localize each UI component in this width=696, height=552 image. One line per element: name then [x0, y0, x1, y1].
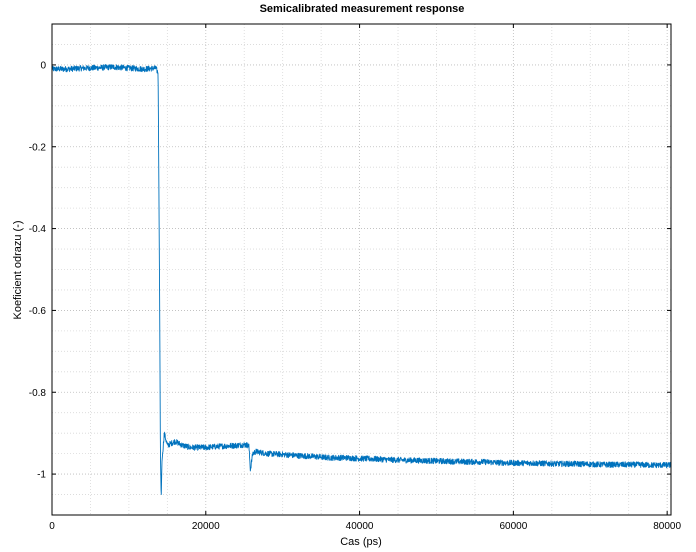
chart-title: Semicalibrated measurement response [260, 3, 465, 15]
ticks [51, 24, 671, 515]
x-tick-label: 80000 [653, 521, 681, 532]
major-grid [51, 24, 671, 515]
minor-grid [52, 23, 671, 516]
x-tick-label: 40000 [346, 521, 374, 532]
series-line [51, 64, 672, 495]
y-tick-label: -0.6 [29, 306, 47, 317]
x-axis-label: Cas (ps) [340, 536, 382, 548]
y-tick-label: 0 [40, 60, 46, 71]
series-layer [51, 64, 672, 495]
plot-frame [51, 23, 672, 516]
y-tick-label: -1 [37, 470, 46, 481]
y-tick-label: -0.2 [29, 142, 47, 153]
x-tick-label: 60000 [499, 521, 527, 532]
y-axis-label: Koeficient odrazu (-) [12, 220, 24, 319]
x-tick-label: 20000 [192, 521, 220, 532]
x-tick-label: 0 [49, 521, 55, 532]
y-tick-label: -0.4 [29, 224, 47, 235]
y-tick-label: -0.8 [29, 388, 47, 399]
tick-labels: 0 20000 40000 60000 80000 0 -0.2 -0.4 -0.6 -0.8 -1 [29, 60, 682, 532]
